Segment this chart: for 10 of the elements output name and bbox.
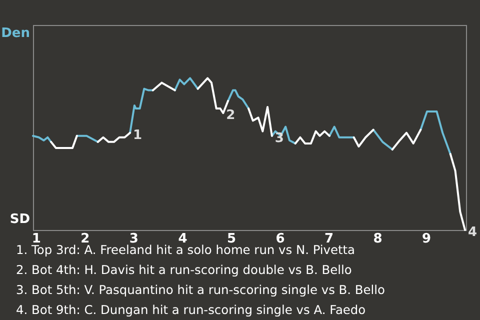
text: SD <box>10 212 30 227</box>
annotation: 1 <box>133 128 142 143</box>
x-tick-label: 8 <box>373 232 382 246</box>
annotation: 3 <box>274 130 284 146</box>
text: 2. Bot 4th: H. Davis hit a run-scoring double vs B. Bello <box>16 262 353 279</box>
annotation: 2 <box>226 108 236 124</box>
text: Den <box>1 26 30 41</box>
text: 4. Bot 9th: C. Dungan hit a run-scoring single vs A. Faedo <box>16 302 367 319</box>
x-tick-label: 9 <box>422 232 432 246</box>
text: 3. Bot 5th: V. Pasquantino hit a run-scoring single vs B. Bello <box>16 282 386 299</box>
